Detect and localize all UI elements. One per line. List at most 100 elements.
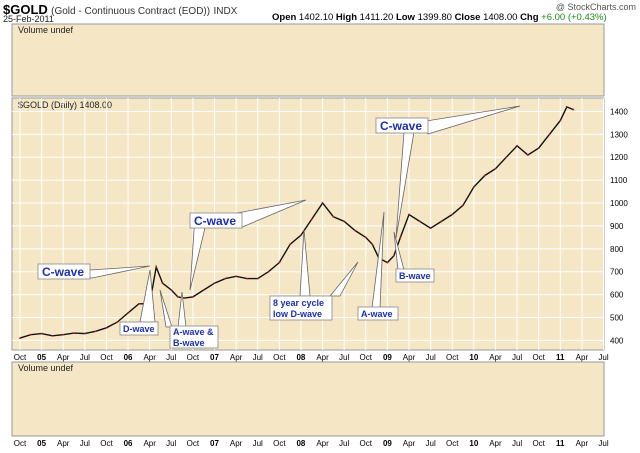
close-label: Close	[454, 12, 481, 23]
x-tick-label-bottom: 07	[210, 439, 219, 448]
price-point	[73, 332, 75, 334]
chg-value: +6.00 (+0.43%)	[541, 12, 607, 23]
callout-box-d	[119, 321, 159, 336]
x-tick-label: 08	[296, 353, 305, 362]
x-tick-label-bottom: Jul	[339, 439, 349, 448]
x-axis-ticks-bottom: Oct 05 Apr Jul Oct 06 Apr Jul Oct 07 Apr Jul Oct 08 Ap…	[14, 439, 609, 448]
price-point	[429, 227, 432, 230]
x-tick-label-bottom: 11	[556, 439, 565, 448]
price-point	[94, 330, 97, 333]
x-tick-label-bottom: 10	[469, 439, 478, 448]
x-tick-label: Oct	[532, 353, 545, 362]
annotation-c-wave-3: C-wave	[380, 119, 422, 133]
price-point	[332, 215, 335, 218]
x-tick-label-bottom: Jul	[512, 439, 522, 448]
x-tick-label: 07	[210, 353, 219, 362]
price-point	[418, 220, 421, 223]
open-label: Open	[272, 12, 297, 23]
ticker-symbol: $GOLD	[3, 2, 48, 17]
low-value: 1399.80	[417, 12, 452, 23]
x-tick-label-bottom: Apr	[230, 439, 243, 448]
x-tick-label: Apr	[403, 353, 416, 362]
x-tick-label-bottom: Apr	[316, 439, 329, 448]
x-tick-label: 05	[37, 353, 46, 362]
y-tick-label: 1200	[610, 153, 628, 162]
price-point	[51, 334, 54, 337]
x-tick-label: Oct	[273, 353, 286, 362]
price-point	[161, 282, 164, 285]
price-point	[354, 229, 356, 232]
price-point	[235, 275, 238, 278]
chart-date: 25-Feb-2011	[3, 14, 54, 24]
x-tick-label-bottom: 06	[124, 439, 133, 448]
callout-pointer-8yr-2	[329, 261, 359, 297]
price-point	[364, 236, 367, 239]
x-tick-label-bottom: 08	[296, 439, 305, 448]
x-tick-label-bottom: Oct	[187, 439, 200, 448]
price-point	[559, 119, 562, 122]
annotation-low-d-wave: low D-wave	[273, 309, 322, 319]
price-point	[40, 332, 43, 335]
high-label: High	[335, 12, 358, 23]
x-tick-label-bottom: Apr	[576, 439, 589, 448]
x-tick-label: Jul	[166, 353, 176, 362]
x-tick-label-bottom: Oct	[273, 439, 286, 448]
x-tick-label: Apr	[143, 353, 156, 362]
x-tick-label-bottom: Oct	[100, 439, 113, 448]
price-point	[440, 220, 443, 223]
price-point	[321, 202, 324, 204]
annotation-a-wave: A-wave	[361, 309, 393, 319]
x-tick-label-bottom: 09	[383, 439, 392, 448]
y-tick-label: 900	[610, 222, 624, 231]
price-series	[19, 105, 575, 340]
x-tick-label: Oct	[187, 353, 200, 362]
x-tick-label: 11	[556, 353, 565, 362]
x-tick-label-bottom: Jul	[166, 439, 176, 448]
x-tick-label-bottom: Oct	[360, 439, 373, 448]
price-point	[246, 277, 248, 280]
y-tick-label: 1400	[610, 107, 628, 116]
price-point	[537, 147, 540, 149]
price-point	[267, 270, 270, 273]
y-tick-label: 1300	[610, 130, 628, 139]
price-point	[202, 289, 205, 291]
x-tick-label-bottom: Oct	[532, 439, 545, 448]
volume-panel-bottom-label: Volume undef	[18, 363, 74, 373]
price-point	[310, 218, 313, 220]
x-tick-label: Jul	[598, 353, 608, 362]
y-tick-label: 1100	[610, 176, 628, 185]
price-point	[572, 108, 575, 111]
callout-box-a	[357, 306, 399, 321]
callout-box-ab	[169, 325, 219, 349]
callout-box-b	[395, 268, 435, 283]
low-label: Low	[395, 12, 415, 23]
price-point	[170, 289, 173, 291]
price-point	[224, 277, 227, 280]
price-point	[392, 254, 395, 257]
close-value: 1408.00	[483, 12, 518, 23]
x-tick-label: Apr	[489, 353, 502, 362]
x-tick-label: Jul	[253, 353, 263, 362]
volume-panel-top	[11, 23, 605, 97]
x-tick-label-bottom: Apr	[57, 439, 70, 448]
price-point	[526, 154, 529, 156]
price-point	[472, 186, 475, 188]
x-tick-label: Oct	[360, 353, 373, 362]
price-point	[127, 312, 129, 314]
x-tick-label: 06	[124, 353, 133, 362]
price-point	[399, 236, 402, 239]
price-point	[183, 297, 186, 299]
x-tick-label: Jul	[339, 353, 349, 362]
x-axis-ticks: Oct 05 Apr Jul Oct 06 Apr Jul Oct 07 Apr Jul Oct 08 Ap…	[14, 353, 609, 362]
x-tick-label-bottom: Jul	[598, 439, 608, 448]
annotation-d-wave: D-wave	[123, 324, 155, 334]
x-tick-label: Jul	[80, 353, 90, 362]
price-point	[371, 243, 374, 246]
annotation-a-wave-and: A-wave &	[173, 327, 214, 337]
open-value: 1402.10	[298, 12, 334, 23]
price-point	[176, 296, 179, 298]
y-tick-label: 800	[610, 245, 624, 254]
x-tick-label: Jul	[426, 353, 436, 362]
annotations: C-wave D-wave A-wave & B-wave C-wave 8 y…	[37, 105, 521, 349]
x-tick-label-bottom: Jul	[426, 439, 436, 448]
